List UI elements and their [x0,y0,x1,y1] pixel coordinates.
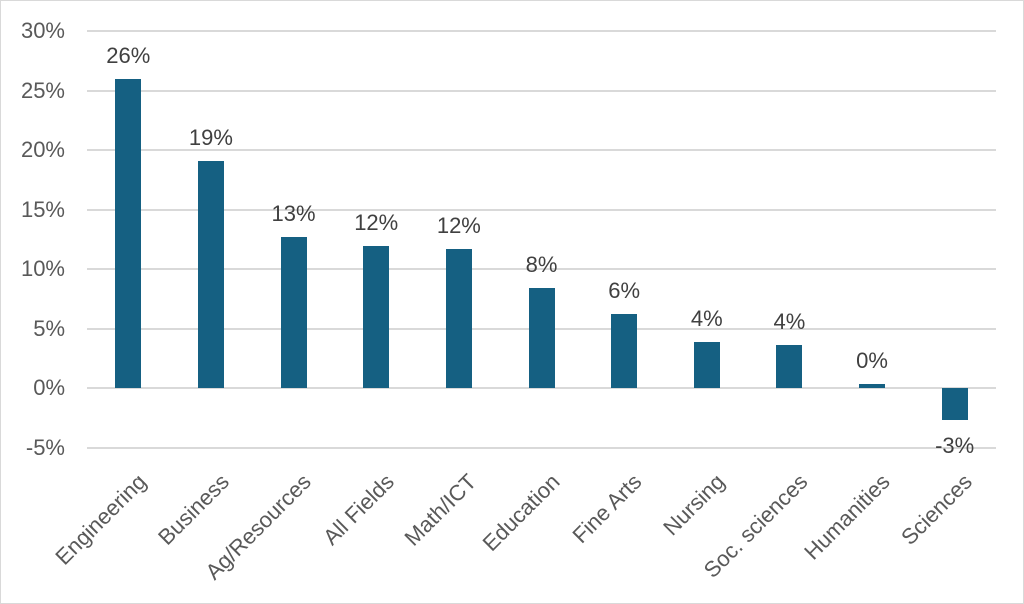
y-tick-label: 30% [20,18,65,43]
data-label: 12% [436,212,481,238]
category-label-humanities: Humanities [799,469,895,565]
data-label: 6% [608,278,641,304]
bar-ag-resources [280,236,307,388]
bar-all-fields [363,246,390,388]
gridline-0% [87,387,996,389]
category-label-nursing: Nursing [658,469,730,541]
data-label: -3% [935,433,975,459]
bar-engineering [115,78,142,388]
data-label: 12% [354,210,399,236]
category-label-all-fields: All Fields [318,469,399,550]
gridline-15% [87,208,996,211]
data-label: 4% [690,305,723,331]
y-tick-label: 25% [20,77,65,103]
y-tick-label: -5% [25,434,65,460]
y-tick-label: 20% [20,137,65,162]
bar-education [528,288,555,388]
bar-fine-arts [611,314,638,388]
category-label-math-ict: Math/ICT [399,469,482,551]
category-label-sciences: Sciences [896,469,978,550]
category-label-engineering: Engineering [50,469,152,570]
data-label: 4% [773,309,806,335]
bar-sciences [941,388,968,421]
bar-humanities [859,384,886,388]
y-tick-label: 0% [33,375,65,400]
y-tick-label: 5% [33,315,65,341]
gridline--5% [87,446,996,449]
data-label: 13% [271,200,316,226]
bar-soc-sciences [776,345,803,388]
category-label-fine-arts: Fine Arts [567,469,647,549]
data-label: 8% [525,252,558,278]
category-label-business: Business [152,469,234,550]
gridline-10% [87,268,996,270]
category-label-education: Education [477,469,565,556]
y-tick-label: 10% [20,256,65,281]
data-label: 0% [856,348,888,374]
y-tick-label: 15% [20,196,65,222]
bar-business [197,160,224,388]
data-label: 26% [106,42,151,68]
bar-nursing [693,341,720,388]
bar-math-ict [445,248,472,388]
data-label: 19% [188,124,233,150]
gridline-20% [87,149,996,151]
gridline-30% [87,30,996,32]
gridline-25% [87,89,996,92]
